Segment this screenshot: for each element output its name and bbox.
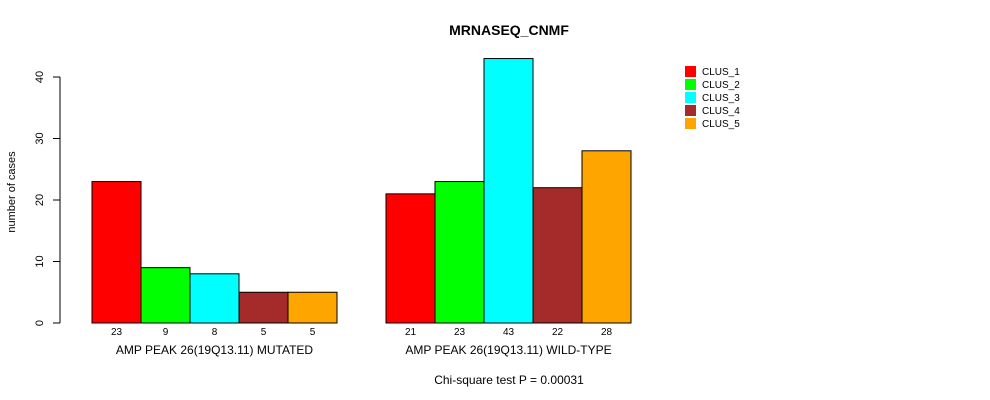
bar-clus-2 [434, 181, 485, 324]
bar-count-label: 23 [111, 327, 123, 338]
legend-label: CLUS_5 [702, 119, 740, 130]
bar-count-label: 5 [310, 327, 316, 338]
legend-swatch [685, 79, 696, 90]
bar-count-label: 8 [212, 327, 218, 338]
bar-group-mutated: 23 9 8 5 5 AMP PEAK 26(19Q13.11) MUTATED [91, 181, 338, 357]
y-tick-label: 40 [34, 71, 46, 83]
bar-clus-3 [483, 58, 534, 324]
legend-label: CLUS_3 [702, 93, 740, 104]
legend-swatch [685, 66, 696, 77]
bar-count-label: 23 [454, 327, 466, 338]
bar-clus-5 [581, 150, 632, 324]
bar-count-label: 5 [261, 327, 267, 338]
bar-clus-1 [385, 193, 436, 324]
bar-clus-2 [140, 267, 191, 324]
y-tick-label: 10 [34, 255, 46, 267]
bar-count-label: 43 [503, 327, 515, 338]
bar-group-wild-type: 21 23 43 22 28 AMP PEAK 26(19Q13.11) WILD-TYP… [385, 58, 632, 357]
legend-swatch [685, 105, 696, 116]
bar-count-label: 9 [163, 327, 169, 338]
bar-count-label: 21 [405, 327, 417, 338]
bar-count-label: 22 [552, 327, 564, 338]
bar-clus-3 [189, 273, 240, 324]
y-tick-label: 0 [34, 320, 46, 326]
chi-square-footnote: Chi-square test P = 0.00031 [434, 373, 584, 387]
legend: CLUS_1 CLUS_2 CLUS_3 CLUS_4 CLUS_5 [685, 66, 740, 130]
y-axis: 0 10 20 30 40 [34, 71, 61, 326]
y-tick-label: 20 [34, 194, 46, 206]
group-label: AMP PEAK 26(19Q13.11) MUTATED [116, 343, 314, 357]
legend-label: CLUS_2 [702, 80, 740, 91]
chart-title: MRNASEQ_CNMF [449, 22, 569, 38]
legend-swatch [685, 92, 696, 103]
legend-swatch [685, 118, 696, 129]
group-label: AMP PEAK 26(19Q13.11) WILD-TYPE [405, 343, 611, 357]
bar-count-label: 28 [601, 327, 613, 338]
bar-clus-4 [238, 291, 289, 324]
bar-clus-5 [287, 291, 338, 324]
y-tick-label: 30 [34, 132, 46, 144]
legend-label: CLUS_4 [702, 106, 740, 117]
bar-clus-1 [91, 181, 142, 324]
legend-label: CLUS_1 [702, 67, 740, 78]
y-axis-label: number of cases [6, 151, 18, 233]
bar-clus-4 [532, 187, 583, 324]
